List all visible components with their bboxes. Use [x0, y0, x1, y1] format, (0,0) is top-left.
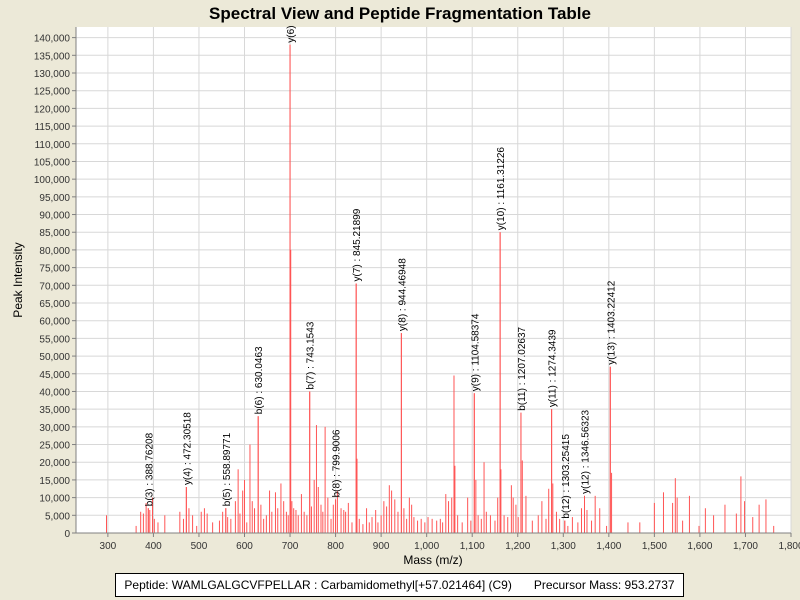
x-tick-label: 1,600	[687, 541, 712, 552]
peak-label: y(7) : 845.21899	[352, 208, 363, 281]
peak-label: y(13) : 1403.22412	[606, 280, 617, 364]
x-tick-label: 1,000	[414, 541, 439, 552]
x-tick-label: 400	[145, 541, 162, 552]
y-tick-label: 0	[64, 529, 70, 540]
x-tick-label: 1,100	[460, 541, 485, 552]
y-tick-label: 65,000	[39, 299, 70, 310]
y-tick-label: 80,000	[39, 246, 70, 257]
y-tick-label: 15,000	[39, 476, 70, 487]
x-tick-label: 1,400	[596, 541, 621, 552]
y-tick-label: 50,000	[39, 352, 70, 363]
x-tick-label: 900	[373, 541, 390, 552]
axes: 0 5,000 10,000 15,000 20,000 25,000 30,000 35,0…	[34, 27, 800, 552]
plot-area	[76, 27, 791, 533]
peak-label: y(11) : 1274.3439	[548, 329, 559, 407]
peak-label: y(6)	[286, 25, 297, 42]
y-tick-label: 115,000	[35, 122, 71, 133]
x-tick-label: 300	[100, 541, 117, 552]
peak-label: b(6) : 630.0463	[254, 346, 265, 414]
x-tick-label: 1,500	[642, 541, 667, 552]
y-tick-label: 20,000	[39, 458, 70, 469]
y-tick-label: 100,000	[34, 175, 71, 186]
x-axis-label: Mass (m/z)	[403, 553, 462, 567]
x-tick-label: 600	[236, 541, 253, 552]
x-tick-label: 800	[327, 541, 344, 552]
y-tick-label: 140,000	[34, 34, 71, 45]
y-tick-label: 85,000	[39, 228, 70, 239]
y-tick-label: 95,000	[39, 193, 70, 204]
peptide-text: Peptide: WAMLGALGCVFPELLAR : Carbamidome…	[124, 578, 512, 592]
y-tick-label: 135,000	[34, 51, 71, 62]
x-tick-label: 500	[191, 541, 208, 552]
y-tick-label: 70,000	[39, 281, 70, 292]
x-tick-label: 1,300	[551, 541, 576, 552]
y-axis-label: Peak Intensity	[11, 242, 25, 317]
peak-label: b(8) : 799.9006	[332, 429, 343, 497]
y-tick-label: 110,000	[35, 140, 71, 151]
peak-label: y(4) : 472.30518	[182, 412, 193, 485]
peak-label: y(9) : 1104.58374	[470, 313, 481, 391]
peak-label: y(8) : 944.46948	[397, 258, 408, 331]
y-tick-label: 35,000	[39, 405, 70, 416]
precursor-mass-text: Precursor Mass: 953.2737	[533, 578, 675, 592]
y-tick-label: 60,000	[39, 317, 70, 328]
y-tick-label: 45,000	[39, 370, 70, 381]
peak-label: b(5) : 558.89771	[222, 432, 233, 506]
peak-bars	[106, 44, 775, 533]
peak-label: b(12) : 1303.25415	[561, 434, 572, 519]
y-tick-label: 55,000	[39, 334, 70, 345]
x-tick-label: 1,200	[505, 541, 530, 552]
peak-label: y(12) : 1346.56323	[580, 409, 591, 493]
y-tick-label: 40,000	[39, 387, 70, 398]
y-tick-label: 125,000	[34, 87, 71, 98]
peak-label: b(3) : 388.76208	[144, 432, 155, 506]
y-tick-label: 90,000	[39, 211, 70, 222]
peak-label: b(7) : 743.1543	[306, 321, 317, 389]
x-tick-label: 1,700	[733, 541, 758, 552]
chart-title: Spectral View and Peptide Fragmentation …	[209, 4, 591, 23]
y-tick-label: 5,000	[45, 511, 70, 522]
y-tick-label: 10,000	[39, 494, 70, 505]
y-tick-label: 25,000	[39, 441, 70, 452]
peak-label: b(11) : 1207.02637	[517, 326, 528, 410]
peak-label: y(10) : 1161.31226	[496, 147, 507, 231]
peak-annotations: b(3) : 388.76208 y(4) : 472.30518 b(5) : 5…	[144, 25, 617, 518]
x-tick-label: 700	[282, 541, 299, 552]
y-tick-label: 120,000	[34, 104, 71, 115]
y-tick-label: 130,000	[34, 69, 71, 80]
x-tick-label: 1,800	[778, 541, 800, 552]
y-tick-label: 75,000	[39, 264, 70, 275]
y-tick-label: 30,000	[39, 423, 70, 434]
legend-box: Peptide: WAMLGALGCVFPELLAR : Carbamidome…	[115, 573, 684, 597]
y-tick-label: 105,000	[34, 157, 71, 168]
grid-lines	[76, 27, 792, 533]
